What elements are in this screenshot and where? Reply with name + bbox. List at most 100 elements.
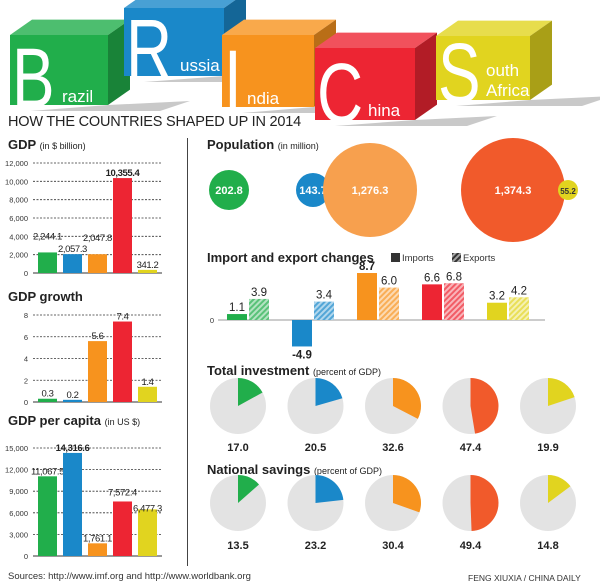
pie-background xyxy=(365,378,421,434)
y-tick-label: 4 xyxy=(24,355,28,364)
pie-background xyxy=(287,378,344,434)
divider xyxy=(187,138,188,566)
cube-side-face xyxy=(415,32,437,120)
y-tick-label: 9,000 xyxy=(9,487,28,496)
legend-label-exports: Exports xyxy=(463,253,495,264)
pie-background xyxy=(520,378,576,434)
export-bar-hatch xyxy=(444,283,464,320)
credit: FENG XIUXIA / CHINA DAILY xyxy=(468,573,581,583)
country-name-rest: ndia xyxy=(247,89,280,108)
data-label: 7,572.4 xyxy=(108,487,137,498)
cube-top-face xyxy=(436,20,552,36)
import-bar-india xyxy=(357,273,377,320)
investment-title: Total investment (percent of GDP) xyxy=(207,363,381,378)
country-name-rest: Africa xyxy=(486,81,530,100)
bar-south-africa xyxy=(138,509,157,556)
data-label: 14,316.6 xyxy=(56,443,90,454)
cube-initial-letter: R xyxy=(126,1,172,96)
country-name-rest: hina xyxy=(368,101,401,120)
cube-front-face xyxy=(436,36,530,100)
data-label: 2,057.3 xyxy=(58,244,87,255)
y-tick-label: 15,000 xyxy=(5,444,28,453)
pie-slice-south-africa xyxy=(548,378,575,406)
bar-china xyxy=(113,178,132,273)
pie-background xyxy=(442,475,499,531)
cube-front-face xyxy=(10,35,108,105)
pie-slice-china xyxy=(470,378,499,434)
bar-brazil xyxy=(38,398,57,402)
population-bubble-russia xyxy=(296,173,330,207)
data-label: 6.0 xyxy=(381,276,397,288)
bar-china xyxy=(113,321,132,402)
country-name-rest: ussia xyxy=(180,56,220,75)
export-bar-india xyxy=(379,287,399,320)
pie-background xyxy=(210,475,266,531)
data-label: 5.6 xyxy=(91,331,103,342)
legend-swatch-exports-hatch xyxy=(452,253,461,262)
y-tick-label: 12,000 xyxy=(5,466,28,475)
data-label: 341.2 xyxy=(137,260,159,271)
data-label: 6.8 xyxy=(446,271,462,283)
data-label: 47.4 xyxy=(460,442,482,454)
data-label: 143.7 xyxy=(299,185,327,197)
cube-shadow xyxy=(456,96,600,106)
data-label: 32.6 xyxy=(382,442,403,454)
data-label: 1.1 xyxy=(229,302,245,314)
import-bar-china xyxy=(422,284,442,320)
pie-slice-india xyxy=(393,475,422,513)
data-label: 202.8 xyxy=(215,185,243,197)
bar-china xyxy=(113,501,132,556)
data-label: 1,374.3 xyxy=(495,185,532,197)
savings-title: National savings (percent of GDP) xyxy=(207,462,382,477)
data-label: 11,067.5 xyxy=(31,466,64,477)
y-tick-label: 0 xyxy=(24,269,28,278)
legend-label-imports: Imports xyxy=(402,253,434,264)
export-bar-china xyxy=(444,283,464,320)
bar-brazil xyxy=(38,252,57,273)
data-label: -4.9 xyxy=(292,349,312,361)
import-bar-russia xyxy=(292,320,312,347)
pie-slice-russia xyxy=(315,475,344,503)
data-label: 1,761.1 xyxy=(83,533,112,544)
cube-top-face xyxy=(10,19,130,35)
data-label: 20.5 xyxy=(305,442,326,454)
cube-top-face xyxy=(315,32,437,48)
country-name-rest: razil xyxy=(62,87,93,106)
cube-shadow xyxy=(335,116,497,126)
y-tick-label: 2,000 xyxy=(9,251,28,260)
pie-slice-india xyxy=(393,377,421,419)
legend-swatch-imports xyxy=(391,253,400,262)
data-label: 17.0 xyxy=(227,442,248,454)
data-label: 0.2 xyxy=(66,390,78,401)
bar-russia xyxy=(63,399,82,402)
data-label: 23.2 xyxy=(305,540,326,552)
data-label: 55.2 xyxy=(560,187,576,196)
pie-background xyxy=(365,475,421,531)
data-label: 7.4 xyxy=(116,312,128,323)
export-bar-hatch xyxy=(379,287,399,320)
cube-initial-letter: B xyxy=(12,30,55,125)
cube-top-face xyxy=(222,19,336,35)
cube-initial-letter: C xyxy=(317,45,363,130)
data-label: 30.4 xyxy=(382,540,404,552)
data-label: 19.9 xyxy=(537,442,558,454)
y-tick-label: 0 xyxy=(24,552,28,561)
pie-background xyxy=(442,378,499,434)
y-tick-label: 12,000 xyxy=(5,159,28,168)
population-bubble-south-africa xyxy=(558,180,578,200)
gdp-growth-title: GDP growth xyxy=(8,289,83,304)
cube-shadow xyxy=(30,101,190,111)
data-label: 49.4 xyxy=(460,540,482,552)
legend-swatch-exports xyxy=(452,253,461,262)
subtitle: HOW THE COUNTRIES SHAPED UP IN 2014 xyxy=(8,114,302,130)
bar-india xyxy=(88,543,107,556)
data-label: 14.8 xyxy=(537,540,558,552)
pie-slice-brazil xyxy=(238,475,260,503)
y-tick-label: 0 xyxy=(24,398,28,407)
bar-russia xyxy=(63,254,82,273)
cube-top-face xyxy=(124,0,236,8)
data-label: 0.3 xyxy=(41,389,53,400)
bar-india xyxy=(88,254,107,273)
